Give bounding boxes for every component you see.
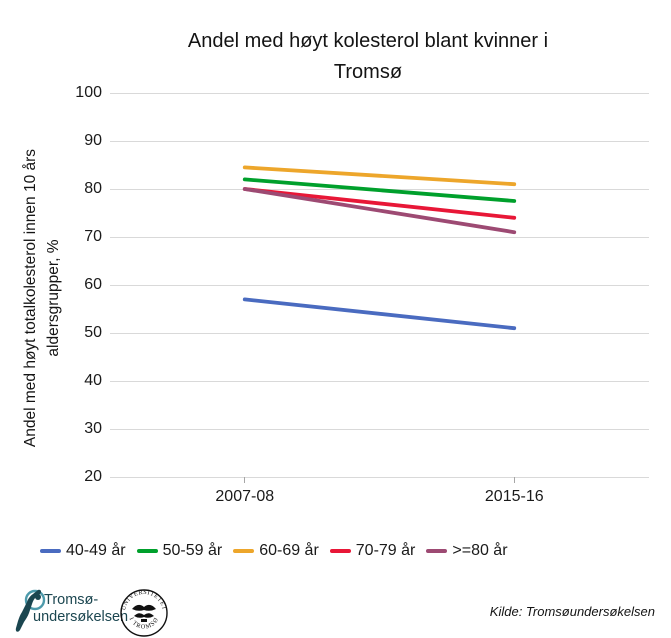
legend-label: 60-69 år xyxy=(259,542,319,559)
series-line-70-79 år xyxy=(242,187,517,220)
legend-swatch-icon xyxy=(426,549,448,553)
series-line-50-59 år xyxy=(242,177,517,203)
legend-swatch-icon xyxy=(233,549,255,553)
legend-item-60-69 år: 60-69 år xyxy=(233,542,319,560)
legend-label: >=80 år xyxy=(452,542,508,559)
chart-title: Andel med høyt kolesterol blant kvinner … xyxy=(88,26,648,88)
tromso-undersokelsen-logo-text: Tromsø- undersøkelsen xyxy=(33,592,128,626)
gridline-90 xyxy=(110,140,649,142)
gridline-40 xyxy=(110,380,649,382)
gridline-20 xyxy=(110,476,649,478)
legend-item-50-59 år: 50-59 år xyxy=(136,542,223,560)
y-tick-label-70: 70 xyxy=(84,228,102,245)
y-tick-label-40: 40 xyxy=(84,372,102,389)
x-tick-mark xyxy=(244,477,246,483)
legend-swatch-icon xyxy=(136,549,158,553)
legend-item-40-49 år: 40-49 år xyxy=(40,542,126,560)
gridline-50 xyxy=(110,332,649,334)
legend-swatch-icon xyxy=(329,549,351,553)
legend-label: 50-59 år xyxy=(162,542,223,559)
gridline-30 xyxy=(110,428,649,430)
x-axis-label-2015-16: 2015-16 xyxy=(484,488,544,505)
source-caption: Kilde: Tromsøundersøkelsen xyxy=(489,604,655,619)
svg-text:I TROMSØ: I TROMSØ xyxy=(128,616,161,631)
y-tick-label-30: 30 xyxy=(84,420,102,437)
logo-text-line1: Tromsø- xyxy=(44,592,99,608)
legend-item-70-79 år: 70-79 år xyxy=(329,542,416,560)
x-axis-label-2007-08: 2007-08 xyxy=(215,488,275,505)
chart-title-line2: Tromsø xyxy=(333,61,403,83)
y-tick-label-100: 100 xyxy=(75,84,102,101)
gridline-70 xyxy=(110,236,649,238)
y-tick-label-80: 80 xyxy=(84,180,102,197)
series-line->=80 år xyxy=(242,187,517,235)
series-line-40-49 år xyxy=(242,297,517,331)
university-seal-icon: UNIVERSITETET I TROMSØ xyxy=(120,589,168,637)
logo-text-line2: undersøkelsen xyxy=(33,609,129,625)
legend: 40-49 år 50-59 år 60-69 år 70-79 år >=80 år xyxy=(40,542,508,560)
chart-title-line1: Andel med høyt kolesterol blant kvinner … xyxy=(187,30,549,52)
x-tick-mark xyxy=(513,477,515,483)
gridline-80 xyxy=(110,188,649,190)
y-tick-label-90: 90 xyxy=(84,132,102,149)
legend-item->=80 år: >=80 år xyxy=(426,542,508,560)
y-axis-title-line1: Andel med høyt totalkolesterol innen 10 … xyxy=(22,148,39,448)
series-line-60-69 år xyxy=(242,165,517,187)
gridline-100 xyxy=(110,92,649,94)
gridline-60 xyxy=(110,284,649,286)
y-tick-label-50: 50 xyxy=(84,324,102,341)
legend-label: 40-49 år xyxy=(66,542,126,559)
tromso-undersokelsen-logo-icon xyxy=(15,589,46,632)
legend-swatch-icon xyxy=(40,549,61,553)
y-tick-label-60: 60 xyxy=(84,276,102,293)
legend-label: 70-79 år xyxy=(355,542,416,559)
y-tick-label-20: 20 xyxy=(84,468,102,485)
